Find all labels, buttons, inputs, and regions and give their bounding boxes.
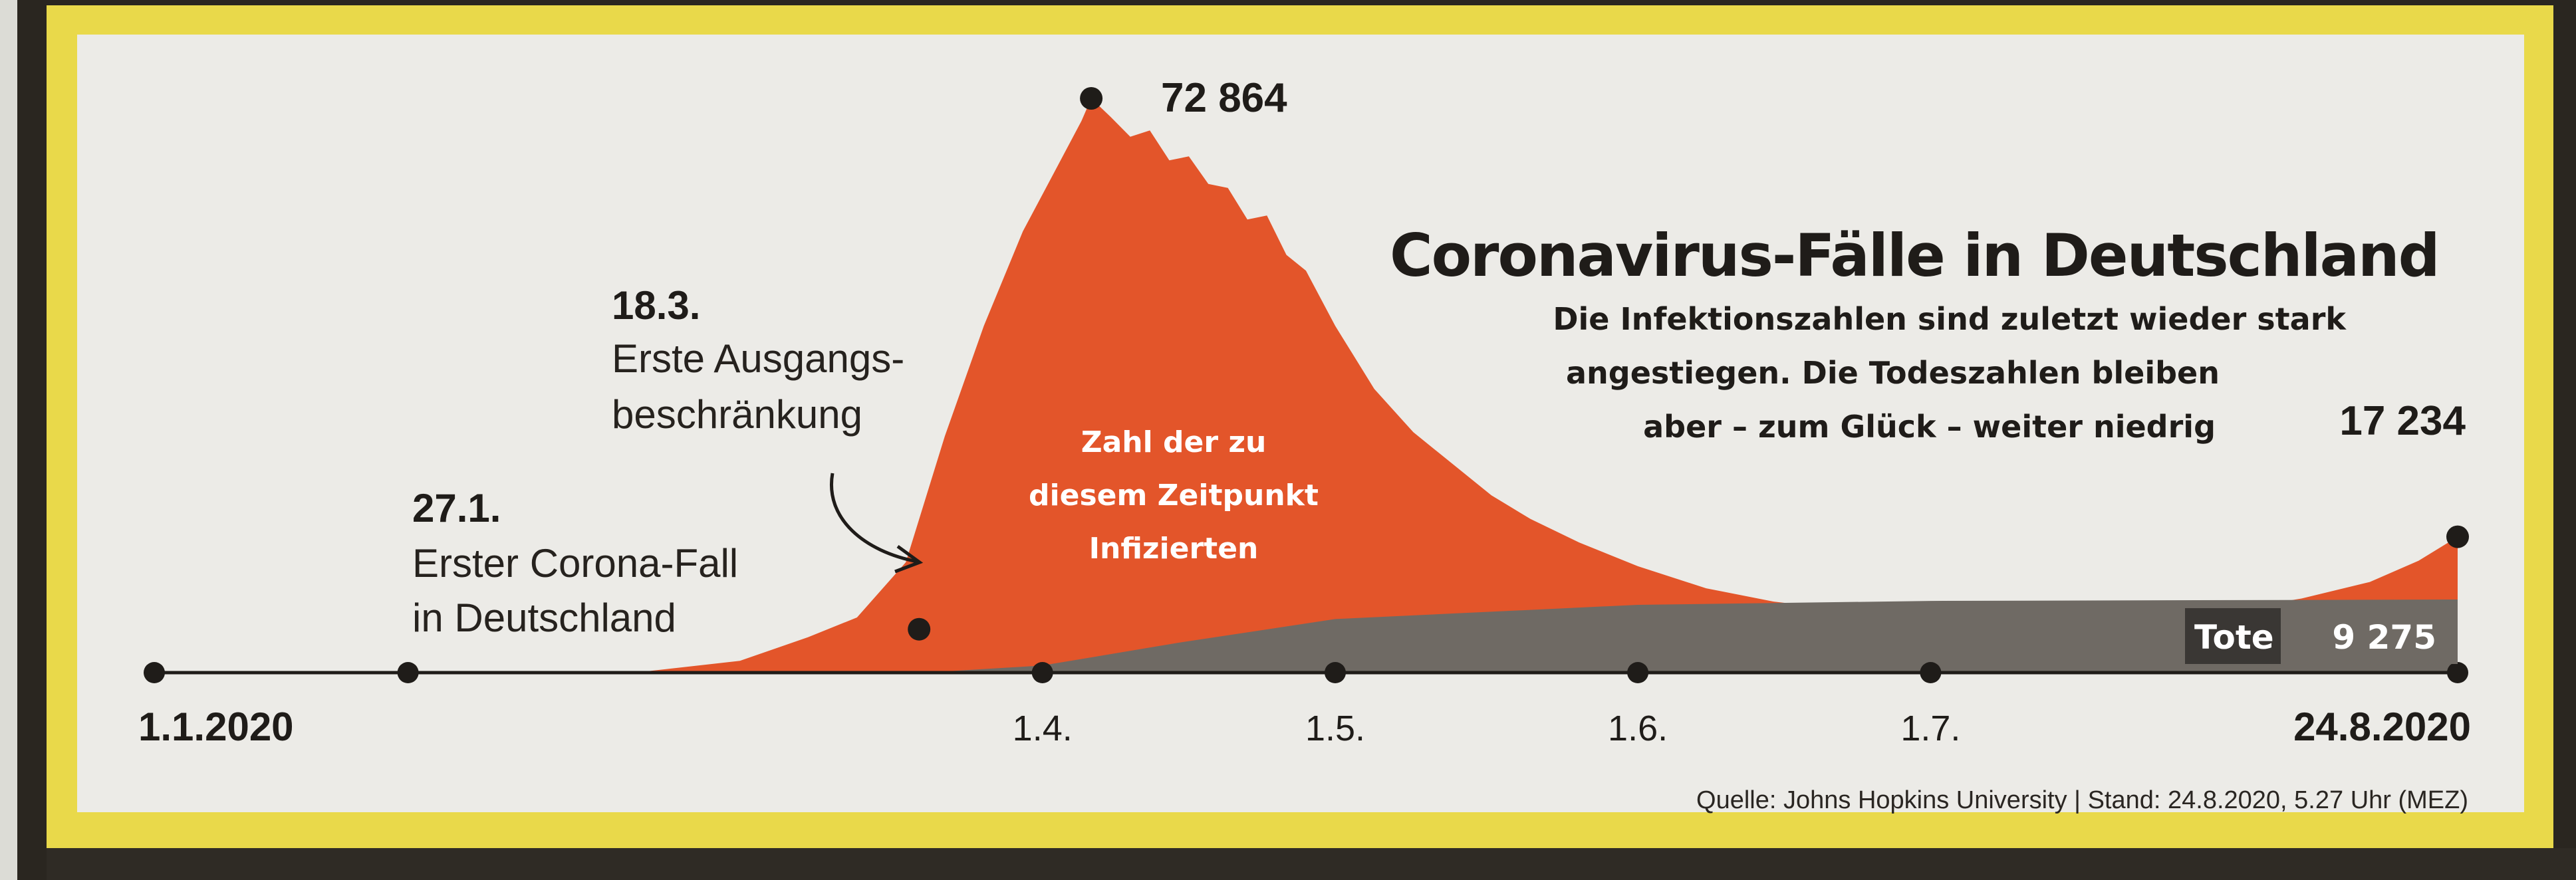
tick-dot-4 xyxy=(1627,662,1649,683)
annotation-27-1-line-1: Erster Corona-Fall xyxy=(412,541,738,586)
source-text: Quelle: Johns Hopkins University | Stand… xyxy=(1696,786,2468,814)
tick-label-6: 24.8.2020 xyxy=(2293,705,2471,749)
chart-areas xyxy=(154,87,2469,673)
deaths-area xyxy=(154,600,2458,673)
tick-label-5: 1.7. xyxy=(1900,709,1960,748)
tick-label-0: 1.1.2020 xyxy=(138,705,294,749)
annotation-arrow-line xyxy=(830,473,918,564)
tick-dot-2 xyxy=(1031,662,1053,683)
tick-label-2: 1.4. xyxy=(1013,709,1073,748)
last-point xyxy=(2446,525,2469,548)
deaths-value-box xyxy=(2281,608,2458,664)
tick-dot-0 xyxy=(144,662,165,683)
tick-dot-3 xyxy=(1325,662,1346,683)
infected-area xyxy=(154,98,2458,673)
area-label-line-3: Infizierten xyxy=(1089,532,1259,566)
annotation-arrow-head xyxy=(894,544,924,574)
peak-value-label: 72 864 xyxy=(1161,75,1287,121)
chart-subtitle-line-1: Die Infektionszahlen sind zuletzt wieder… xyxy=(1553,301,2347,337)
tick-dot-6 xyxy=(2447,662,2468,683)
area-label-line-1: Zahl der zu xyxy=(1081,425,1267,459)
area-label-line-2: diesem Zeitpunkt xyxy=(1029,479,1319,512)
timeline-axis: 1.1.2020 1.4. 1.5. 1.6. 1.7. 24.8.2020 xyxy=(138,662,2471,749)
last-value-label: 17 234 xyxy=(2339,398,2466,444)
chart-subtitle-line-3: aber – zum Glück – weiter niedrig xyxy=(1643,409,2216,445)
chart-title: Coronavirus-Fälle in Deutschland xyxy=(1390,221,2439,290)
peak-point xyxy=(1080,87,1103,110)
annotation-18-3-line-1: Erste Ausgangs- xyxy=(612,336,904,381)
annotation-27-1-line-2: in Deutschland xyxy=(412,596,676,640)
tick-label-4: 1.6. xyxy=(1608,709,1668,748)
deaths-box-value: 9 275 xyxy=(2332,618,2436,657)
tick-dot-5 xyxy=(1920,662,1942,683)
deaths-box-label: Tote xyxy=(2194,618,2274,657)
tick-label-3: 1.5. xyxy=(1305,709,1365,748)
annotation-18-3-date: 18.3. xyxy=(612,283,700,328)
annotation-18-3-line-2: beschränkung xyxy=(612,392,862,437)
annotation-18-3-point xyxy=(908,617,931,641)
tick-dot-1 xyxy=(397,662,419,683)
page-edge-left xyxy=(0,0,17,880)
chart-subtitle-line-2: angestiegen. Die Todeszahlen bleiben xyxy=(1566,355,2220,391)
annotation-27-1-date: 27.1. xyxy=(412,486,501,530)
page-edge-bottom xyxy=(47,848,2576,880)
